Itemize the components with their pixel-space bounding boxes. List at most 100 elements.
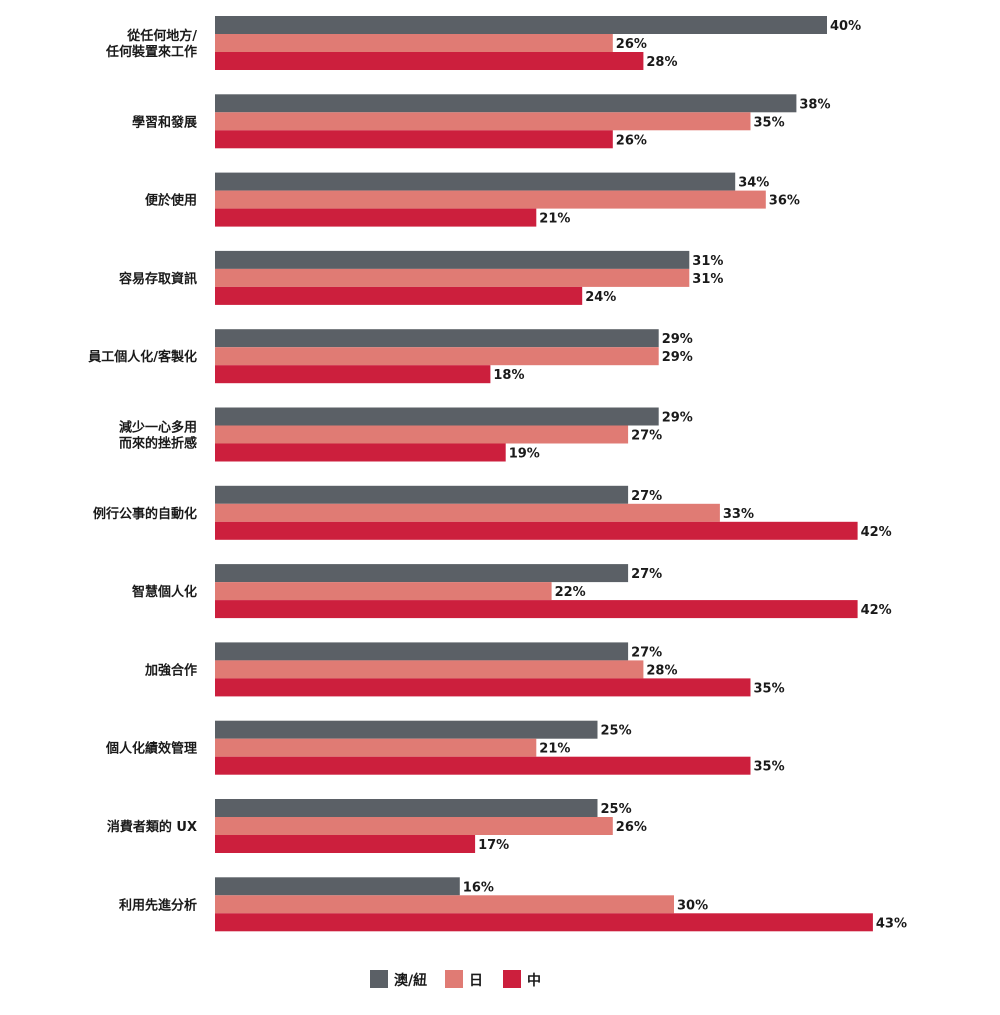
legend-label: 中 (527, 972, 541, 989)
category-label: 例行公事的自動化 (93, 506, 197, 522)
category-label: 利用先進分析 (119, 897, 197, 913)
bar (215, 16, 827, 34)
bar (215, 425, 629, 444)
bar-value-label: 29% (662, 332, 693, 347)
bar-value-label: 17% (478, 838, 509, 853)
bar-value-label: 35% (754, 115, 785, 130)
bar (215, 678, 751, 697)
bar (215, 503, 720, 522)
category-label: 員工個人化/客製化 (87, 349, 197, 365)
bar (215, 521, 858, 540)
bar (215, 407, 659, 426)
bar (215, 913, 873, 932)
bar (215, 52, 644, 70)
bar-value-label: 28% (646, 55, 677, 70)
bar-value-label: 29% (662, 350, 693, 365)
bar-value-label: 40% (830, 19, 861, 34)
category-label: 消費者類的 UX (107, 819, 197, 835)
bar (215, 895, 674, 914)
bar (215, 268, 690, 287)
bar (215, 94, 797, 113)
bar (215, 582, 552, 601)
bar (215, 112, 751, 131)
bar-value-label: 42% (861, 525, 892, 540)
bar (215, 720, 598, 739)
bar-value-label: 22% (555, 585, 586, 600)
bar-value-label: 33% (723, 507, 754, 522)
bar (215, 600, 858, 619)
category-label: 減少一心多用 (119, 420, 197, 436)
bar-value-label: 27% (631, 645, 662, 660)
bar (215, 485, 629, 504)
bar-value-label: 36% (769, 194, 800, 209)
legend-label: 日 (469, 973, 483, 989)
bar-value-label: 18% (493, 368, 524, 383)
category-label: 便於使用 (145, 193, 197, 209)
bar (215, 642, 629, 661)
bar-value-label: 26% (616, 820, 647, 835)
value-labels: 40%26%28%38%35%26%34%36%21%31%31%24%29%2… (463, 19, 907, 931)
bar (215, 738, 537, 757)
legend-swatch (445, 970, 463, 988)
category-label: 個人化績效管理 (105, 741, 197, 757)
bar-value-label: 29% (662, 411, 693, 426)
bar-value-label: 19% (509, 447, 540, 462)
bar-value-label: 27% (631, 567, 662, 582)
bar (215, 817, 613, 835)
category-labels: 從任何地方/任何裝置來工作學習和發展便於使用容易存取資訊員工個人化/客製化減少一… (87, 28, 198, 913)
bar-value-label: 26% (616, 37, 647, 52)
bar (215, 756, 751, 775)
category-label: 任何裝置來工作 (105, 44, 197, 60)
bar (215, 347, 659, 366)
legend-swatch (503, 970, 521, 988)
bar-value-label: 31% (692, 254, 723, 269)
bar-value-label: 27% (631, 429, 662, 444)
bar-value-label: 30% (677, 898, 708, 913)
category-label: 容易存取資訊 (118, 271, 197, 287)
bar-value-label: 35% (754, 681, 785, 696)
category-label: 學習和發展 (132, 114, 198, 130)
legend-label: 澳/紐 (394, 972, 427, 989)
bar-value-label: 27% (631, 489, 662, 504)
bar-value-label: 43% (876, 916, 907, 931)
bar-value-label: 21% (539, 212, 570, 227)
category-label: 加強合作 (144, 662, 197, 678)
bar (215, 34, 613, 52)
bar-value-label: 38% (799, 97, 830, 112)
bar-value-label: 35% (754, 760, 785, 775)
bar (215, 190, 766, 209)
bar (215, 329, 659, 348)
bar-value-label: 34% (738, 176, 769, 191)
bar (215, 835, 476, 853)
bar (215, 799, 598, 817)
bar (215, 877, 460, 896)
bar-value-label: 26% (616, 133, 647, 148)
bar-value-label: 16% (463, 880, 494, 895)
legend-swatch (370, 970, 388, 988)
bar (215, 286, 583, 305)
bar (215, 250, 690, 269)
bar (215, 172, 736, 191)
legend-item: 中 (503, 970, 541, 989)
bars (215, 16, 873, 932)
legend-item: 日 (445, 970, 483, 989)
bar-value-label: 42% (861, 603, 892, 618)
legend-item: 澳/紐 (370, 970, 427, 989)
bar (215, 564, 629, 583)
bar-value-label: 21% (539, 742, 570, 757)
bar-value-label: 28% (646, 663, 677, 678)
bar (215, 130, 613, 149)
bar (215, 660, 644, 679)
bar (215, 208, 537, 227)
category-label: 智慧個人化 (132, 584, 197, 600)
bar (215, 365, 491, 384)
legend: 澳/紐 日 中 (370, 970, 541, 989)
category-label: 從任何地方/ (126, 28, 197, 44)
bar (215, 443, 506, 462)
bar-value-label: 31% (692, 272, 723, 287)
bar-value-label: 25% (601, 802, 632, 817)
bar-value-label: 24% (585, 290, 616, 305)
bar-value-label: 25% (601, 724, 632, 739)
category-label: 而來的挫折感 (119, 436, 197, 452)
